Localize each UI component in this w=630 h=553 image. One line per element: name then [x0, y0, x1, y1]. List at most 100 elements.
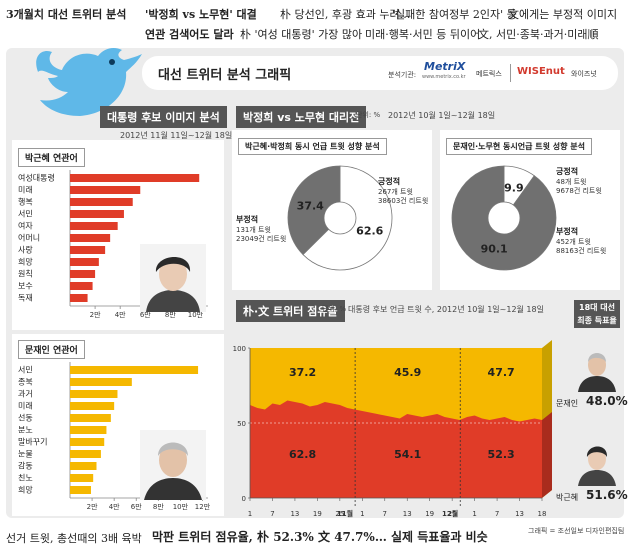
share-xtick-label: 19 — [313, 510, 322, 518]
park-chart-category-label: 여성대통령 — [18, 173, 55, 183]
right-pie-pos-tweets: 48개 트윗 — [556, 177, 586, 186]
left-panel-title: 대통령 후보 이미지 분석 — [100, 106, 227, 128]
share-panel-title: 朴·文 트위터 점유율 — [236, 300, 345, 322]
right-sentiment-title: 문재인·노무현 동시언급 트윗 성향 분석 — [446, 138, 592, 155]
left-pie-neg-label: 부정적 — [236, 214, 258, 224]
park-chart-category-label: 여자 — [18, 221, 33, 231]
sentiment-unit: 단위: % — [356, 111, 381, 119]
twitter-bird-icon — [36, 48, 142, 116]
park-chart-bar — [70, 174, 200, 182]
park-chart-tick-label: 4만 — [115, 310, 126, 319]
right-pie-pos-rt: 9678건 리트윗 — [556, 186, 602, 195]
sentiment-period: 2012년 10월 1일~12월 18일 — [388, 111, 496, 120]
sentiment-panel-title: 박정희 vs 노무현 대리전 — [236, 106, 367, 128]
right-pie-neg-tweets: 452개 트윗 — [556, 237, 591, 246]
moon-chart-category-label: 미래 — [18, 402, 33, 411]
share-xtick-label: 19 — [425, 510, 434, 518]
right-pie-pos-label: 긍정적 — [556, 166, 578, 176]
moon-chart-tick-label: 2만 — [87, 502, 98, 511]
moon-chart-category-label: 분노 — [18, 426, 33, 435]
moon-chart-tick-label: 12만 — [195, 502, 211, 511]
share-ytick-label: 50 — [237, 420, 246, 428]
moon-chart-bar — [70, 414, 111, 422]
headline-phrase-a4: 文에게는 부정적 이미지 — [508, 8, 618, 21]
share-xtick-label: 7 — [495, 510, 499, 518]
moon-chart-tick-label: 8만 — [153, 502, 164, 511]
park-chart-bar — [70, 186, 141, 194]
share-park-value: 54.1 — [394, 448, 421, 461]
wisenut-logo: WISEnut — [517, 66, 565, 77]
share-xtick-label: 1 — [472, 510, 476, 518]
moon-chart-category-label: 말바꾸기 — [18, 437, 47, 447]
moon-chart-bar — [70, 474, 94, 482]
moon-chart-bar — [70, 426, 107, 434]
left-panel-period: 2012년 11월 11일~12월 18일 — [120, 131, 233, 140]
park-chart-tick-label: 8만 — [165, 310, 176, 319]
headline-phrase-b3: 미래·행복·서민 등 뒤이어 — [365, 28, 481, 41]
moon-tag: 문재인 연관어 — [18, 340, 85, 359]
right-pie-neg-rt: 88163건 리트윗 — [556, 246, 606, 255]
park-chart-tick-label: 2만 — [90, 310, 101, 319]
left-sentiment-title: 박근혜·박정희 동시 언급 트윗 성향 분석 — [238, 138, 387, 155]
park-chart-tick-label: 6만 — [140, 310, 151, 319]
left-pie-neg-tweets: 131개 트윗 — [236, 225, 271, 234]
share-park-value: 52.3 — [488, 448, 515, 461]
moon-chart-bar — [70, 438, 105, 446]
moon-chart-tick-label: 4만 — [109, 502, 120, 511]
park-chart-bar — [70, 234, 111, 242]
graphic-title: 대선 트위터 분석 그래픽 — [158, 68, 292, 83]
result-moon-portrait — [576, 346, 618, 392]
share-area-chart: 11월 12월 0 50 100 1 7 13 19 25 1 7 13 19 25 1 7 13 18 37.2 62… — [233, 340, 552, 518]
moon-chart-bar — [70, 378, 132, 386]
headline-phrase-b4: 文, 서민·종북·과거·미래順 — [478, 28, 599, 41]
park-chart-category-label: 사랑 — [18, 245, 33, 255]
park-chart-bar — [70, 294, 88, 302]
moon-chart-bar — [70, 402, 115, 410]
left-pie-neg-rt: 23049건 리트윗 — [236, 234, 286, 243]
metrix-url: www.metrix.co.kr — [422, 74, 466, 80]
share-ytick-label: 0 — [242, 495, 246, 503]
headline-phrase-b1: 연관 검색어도 달라 — [145, 28, 234, 41]
moon-chart-category-label: 친노 — [18, 473, 33, 483]
share-moon-value: 45.9 — [394, 366, 421, 379]
moon-chart-bar — [70, 390, 118, 398]
right-pie-neg-label: 부정적 — [556, 226, 578, 236]
moon-chart-bar — [70, 486, 91, 494]
headline-phrase-a2: 朴 당선인, 후광 효과 누려… — [280, 8, 411, 21]
footer-headline: 막판 트위터 점유율, 朴 52.3% 文 47.7%… 실제 득표율과 비슷 — [152, 530, 488, 544]
footer-credit: 그래픽 = 조선일보 디자인편집팀 — [528, 527, 625, 535]
headline-phrase-b2: 朴 '여성 대통령' 가장 많아 — [240, 28, 363, 41]
metrix-logo: MetriX — [424, 60, 466, 73]
share-xtick-label: 25 — [448, 510, 457, 518]
park-chart-category-label: 서민 — [18, 209, 33, 219]
wisenut-name: 와이즈넛 — [571, 70, 597, 78]
park-chart-bar — [70, 210, 124, 218]
moon-chart-bar — [70, 366, 199, 374]
left-pie-value-label: 37.4 — [297, 200, 324, 213]
share-xtick-label: 1 — [248, 510, 252, 518]
park-chart-bar — [70, 258, 99, 266]
result-title-line1: 18대 대선 — [579, 303, 615, 312]
right-pie-value-label: 90.1 — [481, 243, 508, 256]
share-area-park — [250, 400, 542, 498]
moon-chart-category-label: 선동 — [18, 414, 33, 423]
moon-chart-category-label: 눈물 — [18, 450, 33, 459]
moon-chart-category-label: 서민 — [18, 365, 33, 375]
result-moon-name: 문재인 — [556, 399, 579, 408]
share-month-label: 11월 — [337, 509, 353, 518]
share-moon-value: 47.7 — [488, 366, 515, 379]
moon-chart-category-label: 감동 — [18, 461, 33, 471]
share-xtick-label: 1 — [360, 510, 364, 518]
moon-chart-category-label: 희망 — [18, 485, 33, 495]
share-xtick-label: 18 — [538, 510, 547, 518]
moon-chart-bar — [70, 462, 97, 470]
park-chart-category-label: 희망 — [18, 257, 33, 267]
left-pie-slice — [287, 165, 341, 256]
share-xtick-label: 13 — [515, 510, 524, 518]
right-pie-value-label: 9.9 — [504, 181, 524, 194]
left-pie-value-label: 62.6 — [356, 224, 383, 237]
park-chart-tick-label: 10만 — [188, 310, 204, 319]
left-pie-hole — [323, 201, 357, 235]
result-park-vote: 51.6% — [586, 488, 628, 502]
